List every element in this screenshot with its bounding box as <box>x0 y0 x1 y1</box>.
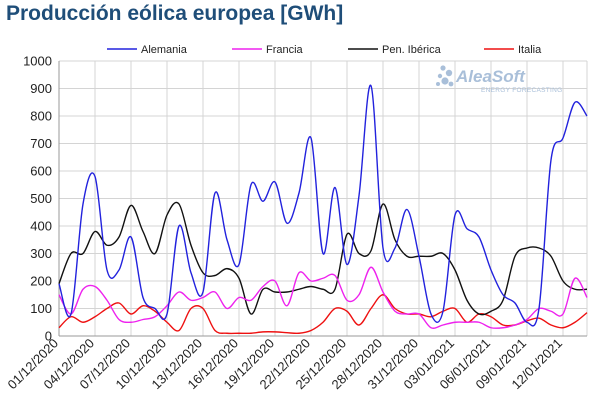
series-line-italia <box>58 294 588 335</box>
grid-lines <box>58 60 588 337</box>
y-tick-label: 300 <box>30 246 52 261</box>
series-lines <box>58 84 588 335</box>
y-tick-label: 1000 <box>23 54 52 69</box>
series-line-pen-iberica <box>58 201 588 316</box>
aleasoft-logo-icon <box>436 65 454 87</box>
y-tick-label: 500 <box>30 191 52 206</box>
legend-label-italia: Italia <box>518 44 542 56</box>
legend-label-alemania: Alemania <box>141 44 188 56</box>
y-tick-label: 0 <box>45 329 52 344</box>
series-line-alemania <box>58 84 588 327</box>
y-tick-label: 200 <box>30 274 52 289</box>
legend: Alemania Francia Pen. Ibérica Italia <box>107 44 542 56</box>
y-tick-label: 100 <box>30 301 52 316</box>
watermark-name: AleaSoft <box>455 67 526 86</box>
axes: 0100200300400500600700800900100001/12/20… <box>4 54 587 392</box>
legend-label-francia: Francia <box>266 44 304 56</box>
chart-title: Producción eólica europea [GWh] <box>6 2 344 25</box>
y-tick-label: 900 <box>30 81 52 96</box>
y-tick-label: 600 <box>30 164 52 179</box>
aleasoft-watermark: AleaSoft ENERGY FORECASTING <box>436 65 563 94</box>
legend-label-pen-iberica: Pen. Ibérica <box>382 44 442 56</box>
y-tick-label: 800 <box>30 109 52 124</box>
series-line-francia <box>58 266 588 329</box>
y-tick-label: 700 <box>30 136 52 151</box>
y-tick-label: 400 <box>30 219 52 234</box>
watermark-tagline: ENERGY FORECASTING <box>481 87 563 94</box>
